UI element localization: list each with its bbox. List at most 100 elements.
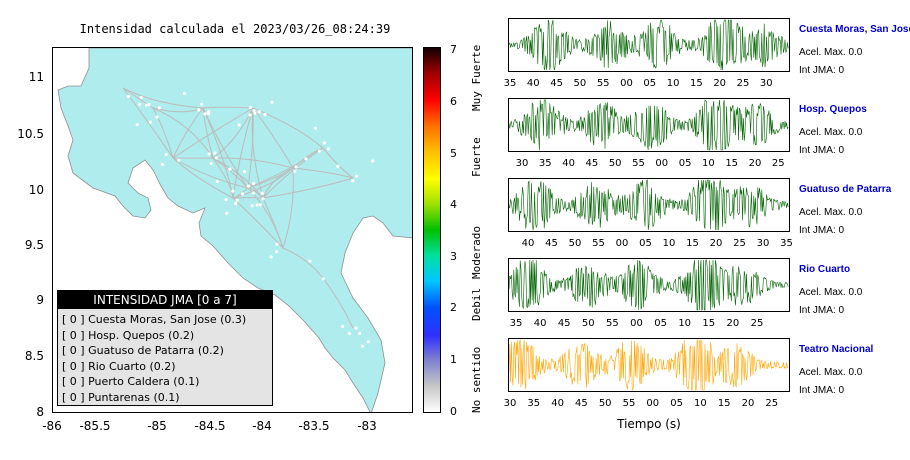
station-dot (248, 113, 252, 117)
waveform-time-tick: 00 (615, 238, 629, 249)
station-int-jma: Int JMA: 0 (799, 385, 845, 396)
station-dot (237, 123, 241, 127)
waveform-time-tick: 15 (690, 78, 703, 89)
station-dot (326, 147, 331, 151)
waveform-time-tick: 00 (646, 398, 660, 409)
map-y-tick: 10.5 (17, 127, 44, 141)
legend-row: [ 0 ] Puerto Caldera (0.1) (62, 375, 200, 388)
waveform-panel[interactable] (508, 18, 790, 72)
map-y-tick: 11 (28, 70, 44, 84)
station-int-jma: Int JMA: 0 (799, 225, 845, 236)
legend-row: [ 0 ] Puntarenas (0.1) (62, 390, 180, 404)
time-axis-label: Tiempo (s) (617, 417, 681, 431)
waveform-time-tick: 50 (573, 78, 587, 89)
road (202, 106, 254, 109)
waveform-time-tick: 05 (643, 78, 657, 89)
road (252, 107, 324, 149)
waveform-time-tick: 50 (598, 398, 612, 409)
map-x-tick: -86 (42, 419, 62, 433)
waveform-time-tick: 30 (756, 238, 770, 249)
station-dot (157, 106, 161, 110)
station-dot (252, 108, 256, 113)
station-dot (263, 112, 267, 117)
station-dot (275, 250, 279, 254)
station-acel-max: Acel. Max. 0.0 (799, 287, 863, 298)
legend-row: [ 0 ] Rio Cuarto (0.2) (62, 359, 176, 373)
station-dot (139, 95, 143, 100)
costa-rica-landmass (57, 48, 412, 412)
legend-row: [ 0 ] Hosp. Quepos (0.2) (62, 328, 195, 342)
colorbar-label-no-sentido: No sentido (470, 346, 483, 413)
station-dot (240, 192, 245, 196)
station-dot (260, 191, 264, 195)
station-dot (358, 331, 362, 335)
waveform-time-tick: 05 (678, 158, 692, 169)
station-name[interactable]: Rio Cuarto (799, 264, 851, 275)
waveform-panel[interactable] (508, 178, 790, 232)
road (152, 107, 214, 159)
station-dot (231, 189, 235, 193)
station-dot (250, 204, 254, 208)
colorbar-label-debil: Debil (470, 287, 483, 321)
road (122, 87, 204, 109)
station-dot (182, 91, 187, 96)
station-dot (322, 141, 326, 145)
station-dot (144, 103, 148, 107)
waveform-time-tick: 45 (550, 78, 563, 89)
road (172, 157, 234, 199)
waveform-time-tick: 20 (726, 318, 740, 329)
road (282, 167, 294, 249)
waveform-time-tick: 00 (620, 78, 633, 89)
station-name[interactable]: Teatro Nacional (799, 344, 874, 355)
costa-rica-map (57, 48, 412, 412)
waveform-panel[interactable] (508, 338, 790, 392)
station-dot (126, 94, 131, 99)
waveform-time-tick: 05 (654, 318, 667, 329)
waveform-panel[interactable] (508, 98, 790, 152)
station-acel-max: Acel. Max. 0.0 (799, 47, 863, 58)
legend-row: [ 0 ] Cuesta Moras, San Jose (0.3) (62, 313, 247, 326)
station-dot (253, 111, 257, 115)
station-dot (293, 169, 297, 173)
waveform-panel[interactable] (508, 258, 790, 312)
map-y-tick: 8.5 (24, 349, 44, 363)
waveform-time-tick: 45 (585, 158, 599, 169)
station-dot (246, 184, 250, 188)
station-dot (294, 165, 298, 169)
station-dot (341, 324, 345, 328)
waveform-trace (509, 19, 789, 71)
station-dot (351, 179, 355, 183)
map-x-tick: -84 (252, 419, 272, 433)
station-dot (164, 152, 168, 157)
road (172, 157, 249, 189)
road (262, 197, 284, 249)
station-dot (138, 102, 142, 107)
station-dot (371, 159, 375, 163)
map-x-tick: -83.5 (298, 419, 330, 433)
station-dot (224, 198, 228, 202)
station-int-jma: Int JMA: 0 (799, 305, 845, 316)
colorbar-tick: 4 (450, 198, 457, 211)
waveform-time-tick: 40 (551, 398, 564, 409)
station-dot (313, 126, 318, 130)
waveform-time-tick: 05 (639, 238, 652, 249)
map-x-tick: -85.5 (79, 419, 111, 433)
waveform-time-tick: 35 (527, 398, 541, 409)
map-y-tick: 10 (28, 183, 44, 197)
road (202, 107, 214, 159)
station-dot (257, 110, 261, 114)
road (232, 197, 284, 249)
intensity-legend: INTENSIDAD JMA [0 a 7] [ 0 ] Cuesta Mora… (57, 290, 273, 406)
intensity-colorbar (423, 47, 441, 413)
waveform-time-tick: 45 (545, 238, 558, 249)
waveform-time-tick: 10 (662, 238, 676, 249)
station-dot (369, 307, 373, 311)
station-name[interactable]: Guatuso de Patarra (799, 184, 892, 195)
station-dot (235, 198, 239, 202)
station-dot (255, 203, 259, 207)
station-name[interactable]: Hosp. Quepos (799, 104, 867, 115)
map-y-tick: 8 (36, 405, 44, 419)
station-name[interactable]: Cuesta Moras, San Jose (799, 24, 910, 35)
station-dot (355, 174, 359, 178)
station-dot (213, 151, 217, 155)
